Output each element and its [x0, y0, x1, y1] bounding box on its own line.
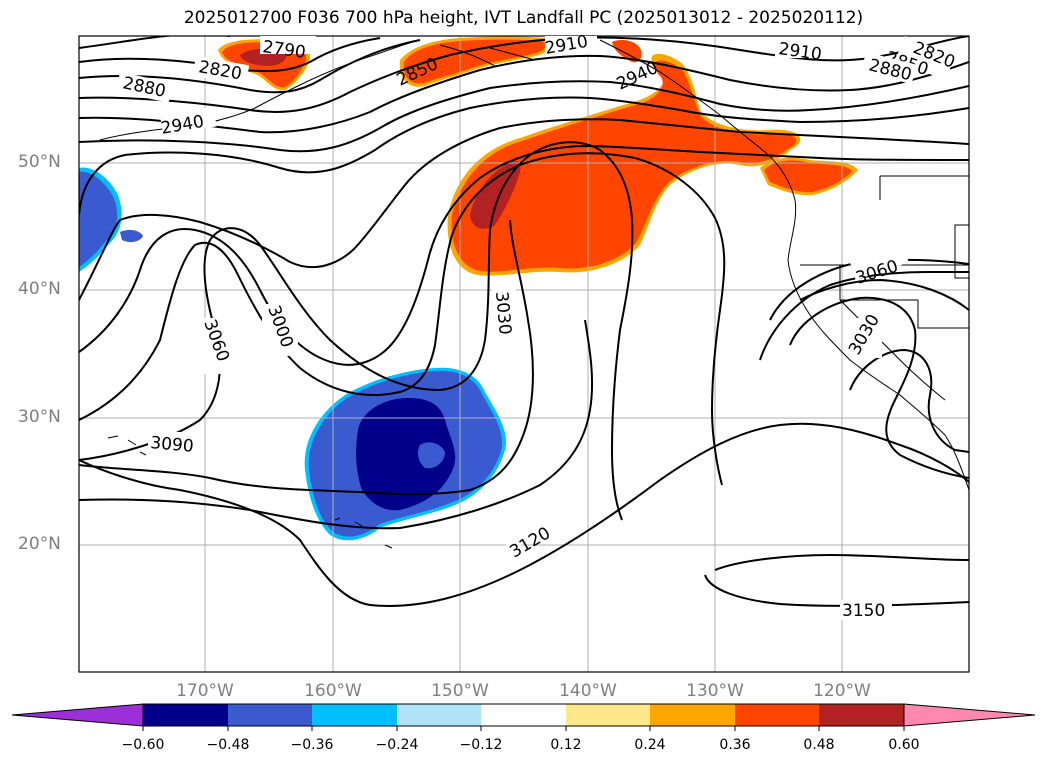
colorbar-tick-label: −0.48: [206, 737, 250, 753]
colorbar-tick-label: −0.24: [375, 737, 419, 753]
colorbar-bin: [819, 704, 904, 726]
colorbar-bin: [481, 704, 566, 726]
colorbar-tick-label: 0.48: [803, 737, 835, 753]
contour-label-3090: 3090: [150, 433, 195, 457]
colorbar-bin: [735, 704, 819, 726]
colorbar-bin: [143, 704, 228, 726]
ivt-negative-anomaly-central: [304, 367, 506, 541]
height-contours: [79, 36, 969, 607]
colorbar-extend-high: [903, 703, 1036, 727]
lon-label-150w: 150°W: [431, 681, 489, 701]
map-frame: [78, 35, 970, 673]
colorbar-tick-label: −0.36: [290, 737, 334, 753]
colorbar-tick-label: 0.24: [634, 737, 666, 753]
colorbar-bin: [228, 704, 312, 726]
contour-label-3030: 3030: [491, 291, 515, 336]
lon-label-140w: 140°W: [559, 681, 617, 701]
lat-label-20n: 20°N: [18, 534, 61, 554]
colorbar-tick-label: −0.12: [459, 737, 503, 753]
lon-label-120w: 120°W: [813, 681, 871, 701]
colorbar-bin: [312, 704, 397, 726]
colorbar-bin: [397, 704, 481, 726]
colorbar-bin: [566, 704, 650, 726]
lat-label-30n: 30°N: [18, 407, 61, 427]
contour-label-3150: 3150: [842, 601, 885, 621]
colorbar-tick-label: 0.36: [719, 737, 751, 753]
ivt-positive-anomaly-northeast: [399, 36, 858, 276]
colorbar-tick-label: 0.12: [550, 737, 582, 753]
colorbar-tick-label: −0.60: [121, 737, 165, 753]
lat-label-40n: 40°N: [18, 279, 61, 299]
lat-label-50n: 50°N: [18, 152, 61, 172]
colorbar-tick-label: 0.60: [888, 737, 920, 753]
lon-label-170w: 170°W: [176, 681, 234, 701]
lon-label-160w: 160°W: [304, 681, 362, 701]
ivt-negative-anomaly-west: [79, 167, 143, 272]
map-title: 2025012700 F036 700 hPa height, IVT Land…: [183, 8, 864, 28]
lon-label-130w: 130°W: [686, 681, 744, 701]
colorbar-extend-low: [11, 703, 144, 727]
colorbar-bin: [650, 704, 735, 726]
colorbar: [11, 703, 1036, 731]
